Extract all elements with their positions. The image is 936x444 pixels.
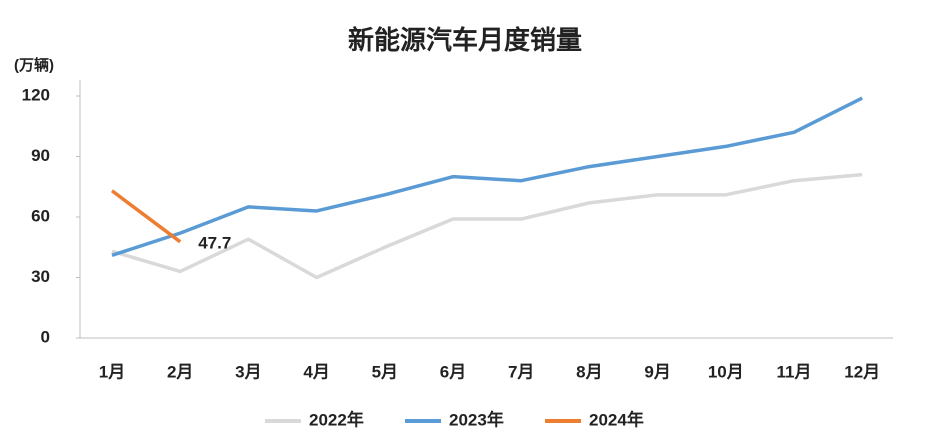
data-label: 47.7 (198, 233, 231, 252)
chart-title: 新能源汽车月度销量 (348, 25, 582, 55)
legend-label: 2024年 (589, 409, 644, 429)
y-tick-label: 120 (22, 85, 50, 104)
x-tick-label: 10月 (708, 362, 744, 381)
y-tick-label: 90 (31, 146, 50, 165)
series-line (111, 96, 863, 257)
y-axis-label: (万辆) (14, 56, 54, 74)
x-tick-label: 4月 (303, 362, 329, 381)
x-tick-label: 2月 (167, 362, 193, 381)
series-line (110, 189, 182, 244)
x-tick-label: 5月 (372, 362, 398, 381)
x-tick-label: 3月 (235, 362, 261, 381)
x-tick-label: 8月 (576, 362, 602, 381)
x-tick-label: 9月 (644, 362, 670, 381)
y-tick-label: 0 (41, 327, 50, 346)
y-tick-label: 60 (31, 206, 50, 225)
x-tick-label: 1月 (99, 362, 125, 381)
x-tick-label: 12月 (844, 362, 880, 381)
legend-label: 2023年 (449, 409, 504, 429)
x-tick-label: 7月 (508, 362, 534, 381)
series-line (111, 172, 863, 280)
x-tick-label: 6月 (440, 362, 466, 381)
y-tick-label: 30 (31, 267, 50, 286)
x-tick-label: 11月 (777, 362, 812, 381)
legend-label: 2022年 (309, 409, 364, 429)
